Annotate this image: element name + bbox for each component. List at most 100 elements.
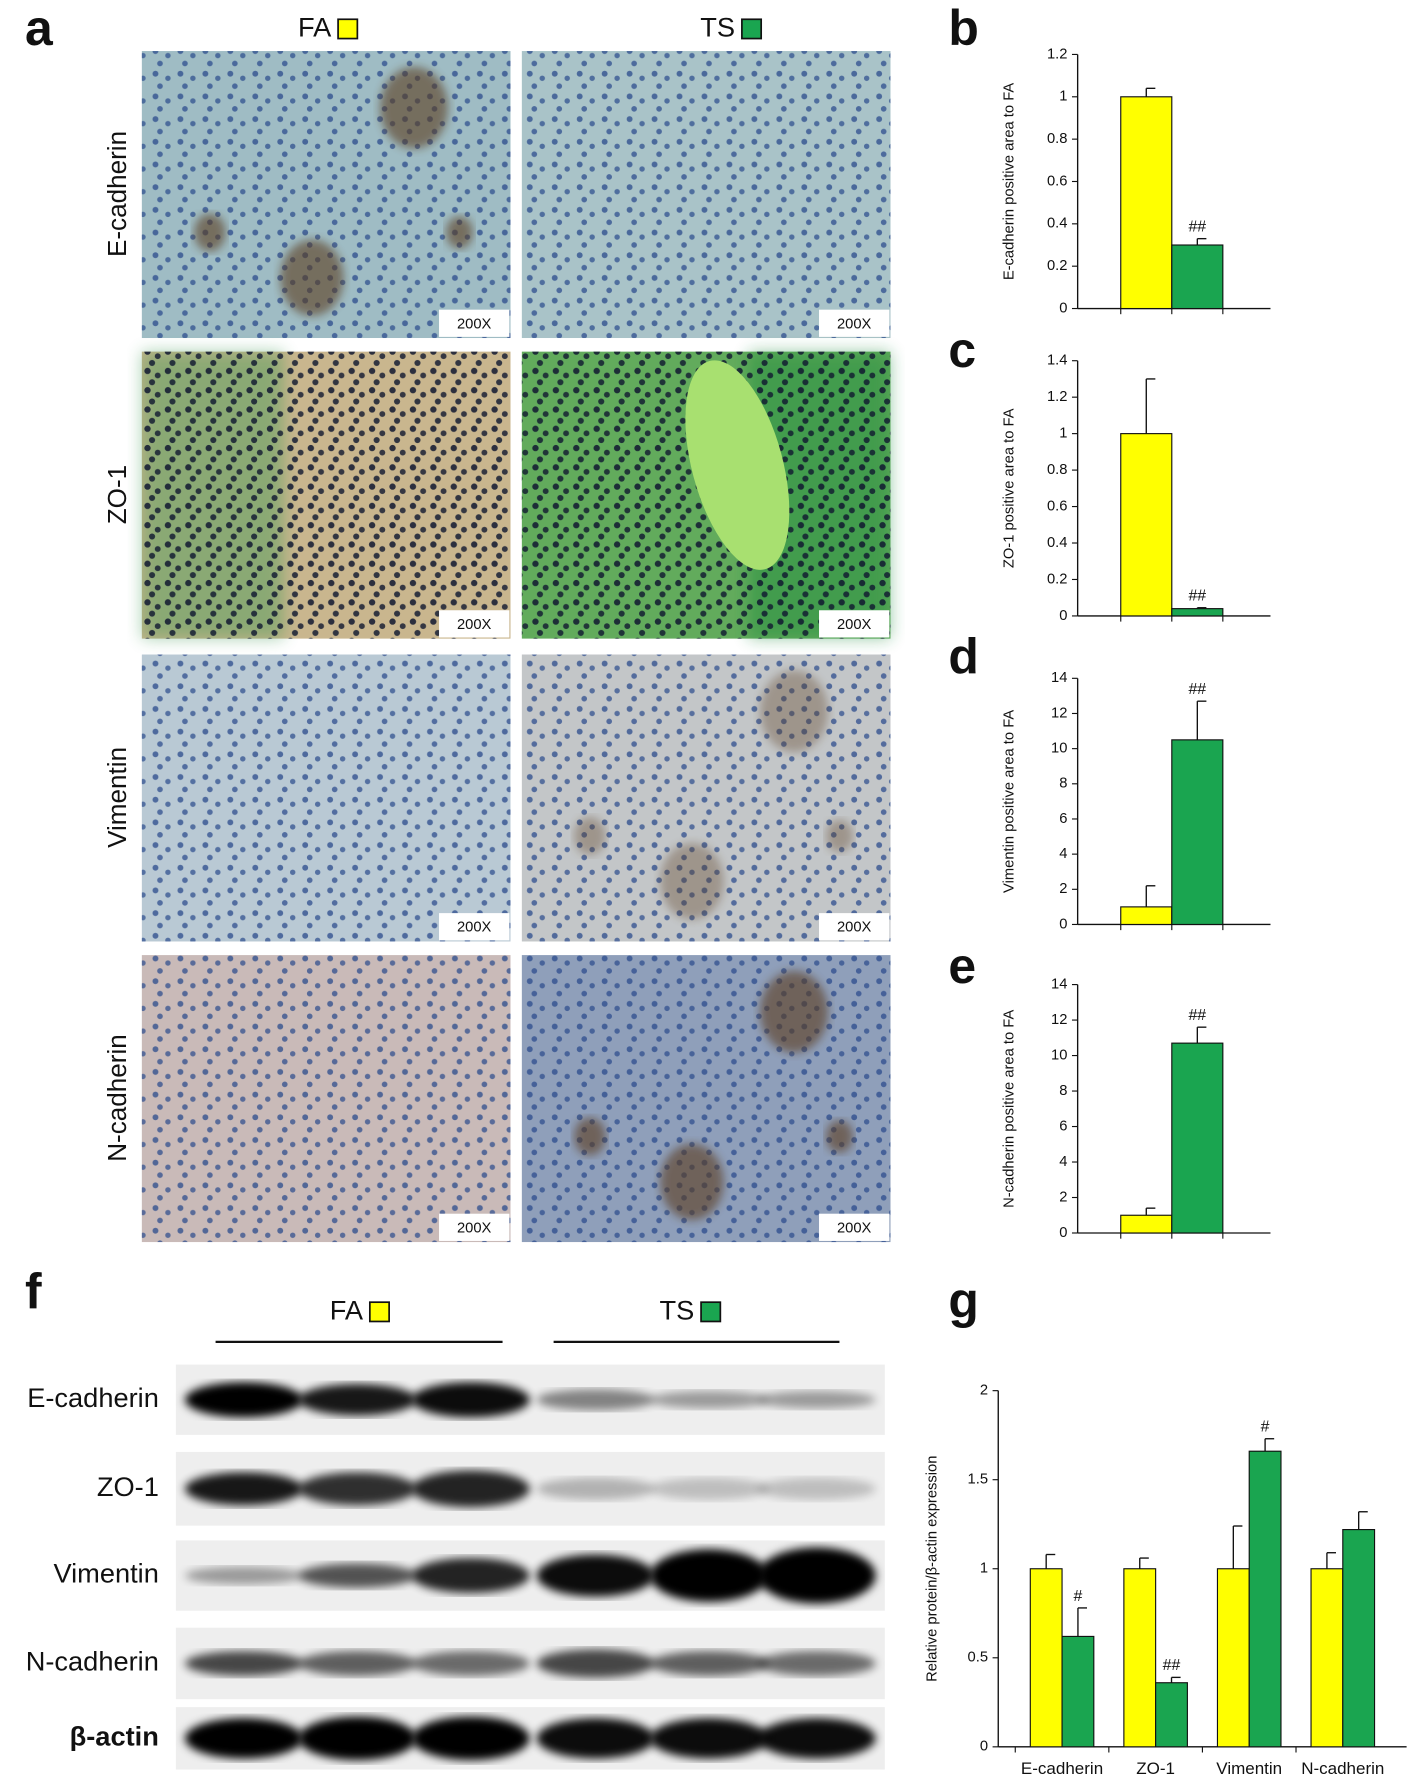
- bar: [1248, 1450, 1282, 1748]
- panel-letter: b: [948, 0, 978, 56]
- blot-band: [184, 1566, 303, 1585]
- legend-swatch: [368, 1301, 390, 1323]
- y-tick-label: 1.4: [1047, 353, 1067, 369]
- y-tick-label: 10: [1051, 1047, 1067, 1063]
- blot-band: [650, 1718, 768, 1759]
- significance-label: ##: [1188, 1007, 1206, 1024]
- stain-blob: [660, 843, 724, 920]
- y-tick-label: 0: [980, 1739, 988, 1755]
- bar: [1310, 1568, 1344, 1748]
- row-label: Vimentin: [102, 747, 132, 848]
- bar: [1120, 906, 1173, 926]
- blot-row-label: N-cadherin: [26, 1646, 159, 1677]
- stain-blob: [825, 1120, 854, 1153]
- bar: [1171, 244, 1224, 310]
- stain-blob: [380, 66, 449, 149]
- stain-blob: [760, 670, 829, 753]
- magnification-label: 200X: [837, 1220, 872, 1236]
- bar: [1120, 1214, 1173, 1234]
- micrograph-nuclei: [521, 51, 891, 339]
- y-tick-label: 1.2: [1047, 389, 1067, 405]
- blot-band: [184, 1718, 303, 1759]
- y-tick-label: 6: [1059, 811, 1067, 827]
- panel-letter: c: [948, 322, 976, 378]
- bar: [1029, 1568, 1063, 1748]
- magnification-label: 200X: [837, 617, 872, 633]
- blot-band: [184, 1472, 303, 1506]
- y-tick-label: 0.2: [1047, 258, 1067, 274]
- y-axis-label: Vimentin positive area to FA: [1001, 710, 1017, 893]
- bar: [1342, 1529, 1376, 1748]
- blot-band: [536, 1389, 655, 1411]
- y-tick-label: 6: [1059, 1118, 1067, 1134]
- y-tick-label: 1: [1059, 89, 1067, 105]
- row-label: N-cadherin: [102, 1034, 132, 1162]
- legend-swatch: [741, 18, 763, 40]
- stain-blob: [280, 239, 344, 317]
- y-tick-label: 0.4: [1047, 216, 1067, 232]
- x-tick-label: N-cadherin: [1301, 1759, 1384, 1778]
- magnification-box: [439, 309, 510, 337]
- y-tick-label: 0: [1059, 300, 1067, 316]
- blot-row-label: ZO-1: [97, 1471, 159, 1502]
- y-tick-label: 0.8: [1047, 131, 1067, 147]
- bar: [1216, 1568, 1250, 1748]
- blot-band: [184, 1650, 303, 1676]
- bar: [1171, 739, 1224, 926]
- y-tick-label: 2: [1059, 881, 1067, 897]
- blot-band: [298, 1650, 417, 1676]
- y-tick-label: 8: [1059, 776, 1067, 792]
- y-tick-label: 2: [980, 1383, 988, 1399]
- bar: [1171, 1042, 1224, 1234]
- row-label: ZO-1: [102, 465, 132, 524]
- blot-band: [298, 1383, 417, 1416]
- blot-band: [757, 1718, 876, 1759]
- y-tick-label: 12: [1051, 1012, 1067, 1028]
- micrograph-nuclei: [141, 955, 511, 1243]
- blot-band: [757, 1477, 876, 1500]
- significance-label: #: [1074, 1588, 1083, 1605]
- stain-blob: [445, 216, 474, 249]
- magnification-box: [439, 610, 510, 638]
- blot-band: [298, 1472, 417, 1506]
- y-axis-label: Relative protein/β-actin expression: [924, 1456, 940, 1682]
- significance-label: #: [1261, 1419, 1270, 1436]
- y-tick-label: 14: [1051, 976, 1067, 992]
- blot-band: [757, 1547, 876, 1604]
- x-tick-label: Vimentin: [1216, 1759, 1282, 1778]
- magnification-box: [819, 610, 890, 638]
- y-tick-label: 2: [1059, 1189, 1067, 1205]
- group-label: FA: [298, 12, 332, 43]
- blot-band: [536, 1554, 655, 1597]
- magnification-box: [819, 1213, 890, 1241]
- y-tick-label: 0: [1059, 916, 1067, 932]
- y-tick-label: 0: [1059, 1225, 1067, 1241]
- y-tick-label: 1.5: [968, 1472, 988, 1488]
- row-label: E-cadherin: [102, 131, 132, 257]
- y-tick-label: 4: [1059, 846, 1067, 862]
- magnification-label: 200X: [457, 316, 492, 332]
- significance-label: ##: [1188, 681, 1206, 698]
- magnification-label: 200X: [457, 617, 492, 633]
- blot-band: [536, 1477, 655, 1500]
- legend-swatch: [700, 1301, 722, 1323]
- bar: [1155, 1682, 1188, 1748]
- y-tick-label: 14: [1051, 670, 1067, 686]
- magnification-box: [439, 913, 510, 941]
- magnification-label: 200X: [457, 1220, 492, 1236]
- blot-band: [650, 1477, 768, 1500]
- significance-label: ##: [1188, 219, 1206, 236]
- significance-label: ##: [1188, 588, 1206, 605]
- bar: [1120, 433, 1173, 617]
- y-tick-label: 1: [1059, 426, 1067, 442]
- blot-band: [757, 1650, 876, 1676]
- y-axis-label: E-cadherin positive area to FA: [1001, 83, 1017, 281]
- y-tick-label: 0: [1059, 608, 1067, 624]
- blot-band: [184, 1382, 303, 1418]
- panel-letter: e: [948, 938, 976, 994]
- bar: [1171, 608, 1224, 617]
- blot-row-label: β-actin: [70, 1721, 159, 1752]
- group-label: TS: [659, 1295, 694, 1326]
- vessel: [685, 360, 790, 570]
